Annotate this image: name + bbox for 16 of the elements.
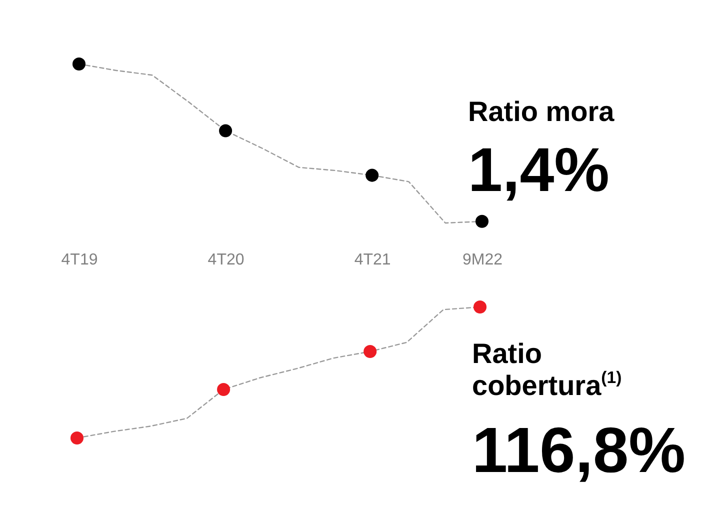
x-tick-label: 4T21 xyxy=(354,252,391,268)
point xyxy=(72,57,86,71)
point xyxy=(70,431,84,445)
point xyxy=(364,345,377,358)
x-tick-label: 4T20 xyxy=(208,252,244,268)
x-tick-label: 4T19 xyxy=(61,252,98,268)
text: Ratio mora xyxy=(468,96,616,128)
point xyxy=(366,168,379,182)
point xyxy=(475,214,489,228)
point xyxy=(473,300,487,314)
x-tick-label: 9M22 xyxy=(462,252,503,268)
text: Ratio cobertura$^{(1)}$ xyxy=(472,338,623,402)
point xyxy=(219,124,232,138)
point xyxy=(217,383,230,396)
annotation: 116,8% xyxy=(472,414,686,486)
annotation: 1,4% xyxy=(468,136,610,205)
